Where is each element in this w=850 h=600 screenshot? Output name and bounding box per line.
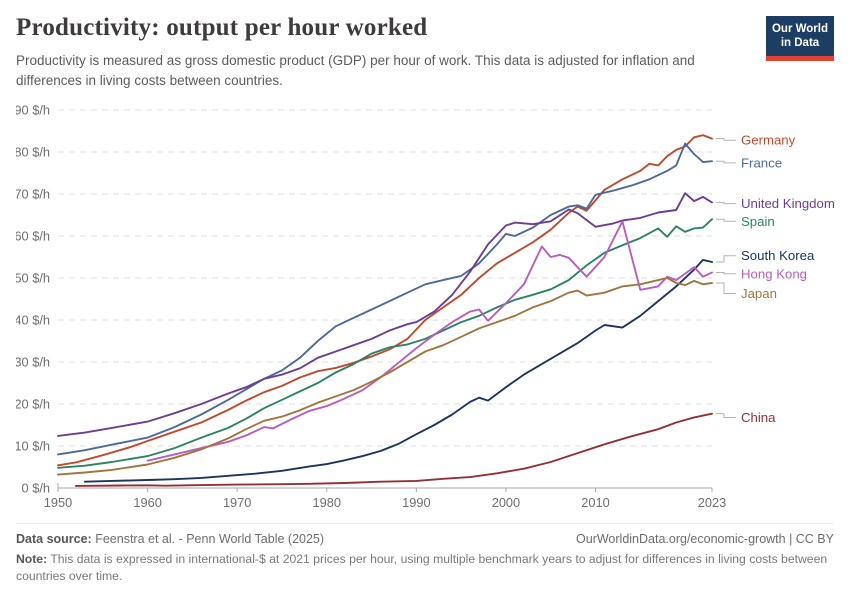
x-tick-label-1990: 1990 — [402, 495, 430, 510]
chart-area: 0 $/h 10 $/h 20 $/h 30 $/h 40 $/h 50 $/h 60 $/… — [14, 96, 835, 521]
note-label: Note: — [16, 551, 48, 566]
line-china[interactable] — [74, 412, 713, 487]
y-tick-label-30: 30 $/h — [16, 354, 50, 369]
x-tick-label-2023: 2023 — [698, 495, 726, 510]
y-tick-label-70: 70 $/h — [16, 186, 50, 201]
y-tick-label-20: 20 $/h — [16, 396, 50, 411]
y-tick-label-40: 40 $/h — [16, 312, 50, 327]
series-label-united-kingdom[interactable]: United Kingdom — [741, 196, 835, 211]
page-subtitle: Productivity is measured as gross domest… — [16, 53, 695, 89]
productivity-line-chart[interactable]: 0 $/h 10 $/h 20 $/h 30 $/h 40 $/h 50 $/h 60 $/… — [14, 96, 835, 516]
line-south-korea[interactable] — [83, 258, 713, 483]
x-tick-label-1960: 1960 — [133, 495, 161, 510]
series-label-hong-kong[interactable]: Hong Kong — [741, 266, 807, 281]
owid-logo: Our World in Data — [766, 16, 834, 61]
y-tick-label-0: 0 $/h — [22, 480, 50, 495]
data-source: Data source: Feenstra et al. - Penn Worl… — [16, 532, 324, 546]
owid-logo-line2: in Data — [780, 37, 820, 50]
owid-logo-line1: Our World — [771, 23, 828, 35]
series-label-japan[interactable]: Japan — [741, 286, 777, 301]
label-connector-france — [716, 160, 736, 163]
chart-note: Note: This data is expressed in internat… — [16, 551, 834, 586]
line-japan[interactable] — [57, 276, 713, 476]
line-hong-kong[interactable] — [146, 219, 713, 462]
y-tick-label-60: 60 $/h — [16, 228, 50, 243]
x-tick-label-1950: 1950 — [44, 495, 72, 510]
data-source-value: Feenstra et al. - Penn World Table (2025… — [91, 531, 325, 546]
x-tick-label-1980: 1980 — [313, 495, 341, 510]
line-france[interactable] — [57, 142, 713, 455]
series-label-france[interactable]: France — [741, 155, 782, 170]
y-tick-label-90: 90 $/h — [16, 102, 50, 117]
line-united-kingdom[interactable] — [57, 191, 713, 437]
page-title: Productivity: output per hour worked — [16, 14, 428, 41]
label-connector-japan — [716, 282, 736, 294]
note-text: This data is expressed in international-… — [16, 551, 828, 584]
header-text: Productivity: output per hour worked Pro… — [16, 14, 756, 92]
x-tick-label-2010: 2010 — [581, 495, 609, 510]
y-tick-label-50: 50 $/h — [16, 270, 50, 285]
x-tick-label-2000: 2000 — [492, 495, 520, 510]
y-tick-label-80: 80 $/h — [16, 144, 50, 159]
line-spain[interactable] — [57, 217, 713, 469]
series-label-germany[interactable]: Germany — [741, 132, 796, 147]
series-label-spain[interactable]: Spain — [741, 213, 775, 228]
label-connector-hong-kong — [716, 271, 736, 274]
series-label-china[interactable]: China — [741, 409, 776, 424]
series-label-south-korea[interactable]: South Korea — [741, 248, 815, 263]
label-connector-germany — [716, 137, 736, 141]
chart-header: Productivity: output per hour worked Pro… — [16, 14, 834, 92]
owid-link[interactable]: OurWorldinData.org/economic-growth | CC … — [576, 531, 834, 546]
label-connector-china — [716, 412, 736, 418]
label-connector-united-kingdom — [716, 201, 736, 204]
x-tick-label-1970: 1970 — [223, 495, 251, 510]
data-source-label: Data source: — [16, 531, 92, 546]
chart-footer: Data source: Feenstra et al. - Penn Worl… — [16, 522, 834, 586]
label-connector-south-korea — [716, 254, 736, 263]
y-tick-label-10: 10 $/h — [16, 438, 50, 453]
line-germany[interactable] — [57, 133, 713, 466]
label-connector-spain — [716, 218, 736, 222]
